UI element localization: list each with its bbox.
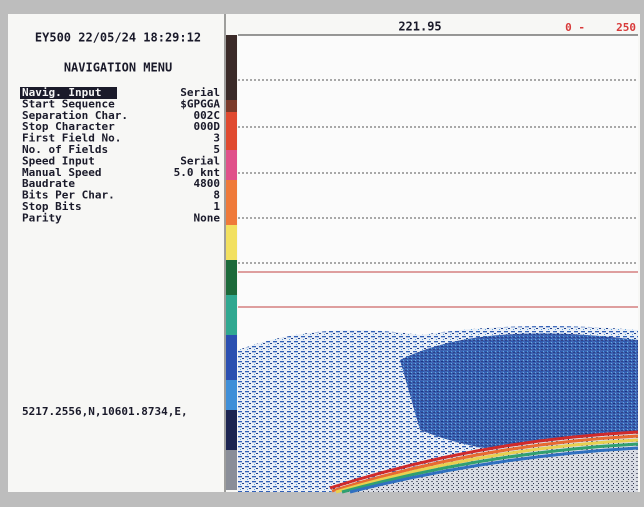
position-readout: 5217.2556,N,10601.8734,E,: [22, 405, 188, 418]
menu-title: NAVIGATION MENU: [64, 61, 172, 75]
page: EY500 22/05/24 18:29:12 NAVIGATION MENU …: [0, 0, 644, 507]
range-start: 0 -: [565, 21, 585, 34]
screen-photo: EY500 22/05/24 18:29:12 NAVIGATION MENU …: [0, 0, 644, 507]
color-scale: [226, 35, 237, 490]
header-title: EY500 22/05/24 18:29:12: [35, 31, 201, 45]
echogram: [238, 18, 638, 492]
menu-value: None: [194, 211, 221, 224]
menu-label: Parity: [22, 211, 62, 224]
range-end: 250: [616, 21, 636, 34]
depth-readout: 221.95: [398, 20, 441, 34]
